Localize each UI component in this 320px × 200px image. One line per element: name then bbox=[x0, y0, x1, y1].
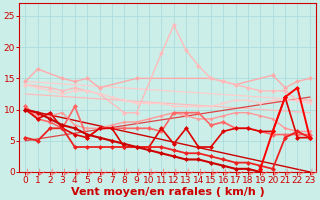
X-axis label: Vent moyen/en rafales ( km/h ): Vent moyen/en rafales ( km/h ) bbox=[71, 187, 264, 197]
